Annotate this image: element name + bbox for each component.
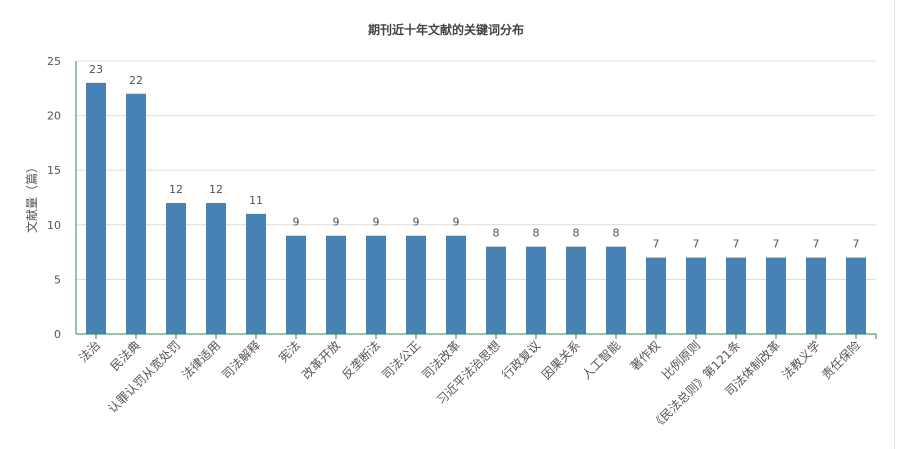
bar-value-label: 7 xyxy=(813,238,820,251)
y-tick-label: 25 xyxy=(47,55,61,68)
bar-value-label: 11 xyxy=(249,194,263,207)
x-tick-label: 认罪认罚从宽处罚 xyxy=(105,338,183,416)
bar[interactable] xyxy=(686,257,706,334)
bar-value-label: 8 xyxy=(613,227,620,240)
bars xyxy=(86,82,866,334)
bar[interactable] xyxy=(766,257,786,334)
bar[interactable] xyxy=(406,235,426,334)
bar[interactable] xyxy=(286,235,306,334)
bar-value-label: 23 xyxy=(89,63,103,76)
bar[interactable] xyxy=(486,246,506,334)
x-tick-label: 因果关系 xyxy=(539,338,583,382)
bar-value-label: 8 xyxy=(493,227,500,240)
x-tick-label: 法教义学 xyxy=(779,338,824,383)
x-tick-label: 法律适用 xyxy=(179,338,223,382)
bar-value-label: 12 xyxy=(209,183,223,196)
bar[interactable] xyxy=(446,235,466,334)
bar[interactable] xyxy=(806,257,826,334)
y-tick-label: 5 xyxy=(54,273,61,286)
bar[interactable] xyxy=(526,246,546,334)
bar-value-label: 7 xyxy=(693,238,700,251)
x-tick-label: 民法典 xyxy=(108,338,143,373)
bar-value-label: 9 xyxy=(293,216,300,229)
chart-title: 期刊近十年文献的关键词分布 xyxy=(368,22,524,37)
bar-value-label: 12 xyxy=(169,183,183,196)
y-axis-ticks: 0 5 10 15 20 25 xyxy=(47,55,61,341)
data-labels: 23 22 12 12 11 9 9 9 9 9 8 8 8 8 7 7 7 7 7 7 xyxy=(89,63,860,251)
bar-value-label: 22 xyxy=(129,74,143,87)
bar[interactable] xyxy=(166,202,186,334)
y-tick-label: 10 xyxy=(47,219,61,232)
y-tick-label: 20 xyxy=(47,110,61,123)
x-tick-label: 法治 xyxy=(76,338,103,365)
bar-value-label: 7 xyxy=(853,238,860,251)
x-tick-label: 改革开放 xyxy=(299,338,344,383)
x-tick-label: 行政复议 xyxy=(499,338,543,382)
bar-value-label: 9 xyxy=(333,216,340,229)
bar-value-label: 7 xyxy=(733,238,740,251)
axes xyxy=(75,61,877,339)
x-tick-label: 反垄断法 xyxy=(339,338,384,383)
bar[interactable] xyxy=(126,93,146,334)
panel-border xyxy=(894,0,895,449)
x-tick-label: 司法公正 xyxy=(379,338,423,382)
bar[interactable] xyxy=(326,235,346,334)
grid-lines xyxy=(76,60,876,280)
bar[interactable] xyxy=(206,202,226,334)
bar-value-label: 7 xyxy=(773,238,780,251)
bar-value-label: 8 xyxy=(573,227,580,240)
x-tick-label: 宪法 xyxy=(276,338,304,366)
bar-value-label: 9 xyxy=(453,216,460,229)
bar-value-label: 7 xyxy=(653,238,660,251)
x-tick-label: 责任保险 xyxy=(819,338,864,383)
bar[interactable] xyxy=(366,235,386,334)
bar[interactable] xyxy=(726,257,746,334)
bar[interactable] xyxy=(606,246,626,334)
bar[interactable] xyxy=(846,257,866,334)
x-tick-label: 著作权 xyxy=(628,338,663,373)
y-tick-label: 15 xyxy=(47,164,61,177)
x-tick-label: 人工智能 xyxy=(579,338,624,383)
bar[interactable] xyxy=(86,82,106,334)
y-tick-label: 0 xyxy=(54,328,61,341)
y-axis-label: 文献量（篇） xyxy=(24,161,39,233)
bar-value-label: 8 xyxy=(533,227,540,240)
bar-value-label: 9 xyxy=(413,216,420,229)
bar[interactable] xyxy=(646,257,666,334)
bar-value-label: 9 xyxy=(373,216,380,229)
bar[interactable] xyxy=(566,246,586,334)
bar[interactable] xyxy=(246,213,266,334)
x-tick-label: 司法解释 xyxy=(219,338,263,382)
